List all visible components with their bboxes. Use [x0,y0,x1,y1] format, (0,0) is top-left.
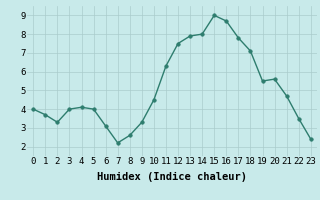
X-axis label: Humidex (Indice chaleur): Humidex (Indice chaleur) [97,172,247,182]
